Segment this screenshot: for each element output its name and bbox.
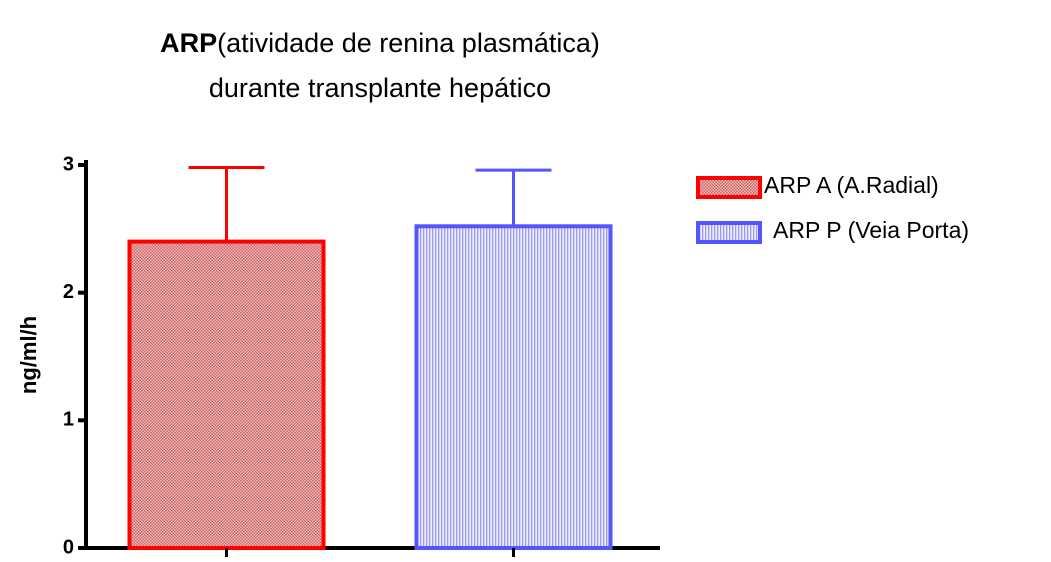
y-tick-label: 2 (63, 281, 74, 303)
title-bold: ARP (160, 28, 217, 58)
y-tick-label: 1 (63, 409, 74, 431)
bar (127, 239, 326, 550)
y-tick-label: 3 (63, 153, 74, 175)
title-rest: (atividade de renina plasmática) (217, 28, 600, 58)
bar (414, 224, 613, 550)
legend-swatch (696, 176, 762, 199)
chart-title: ARP(atividade de renina plasmática) (160, 28, 600, 58)
legend-label: ARP A (A.Radial) (764, 172, 939, 198)
y-tick-label: 0 (63, 536, 74, 557)
chart-subtitle: durante transplante hepático (209, 73, 551, 103)
legend-label: ARP P (Veia Porta) (773, 217, 969, 243)
y-axis-label: ng/ml/h (16, 316, 41, 394)
legend-swatch (696, 221, 762, 244)
